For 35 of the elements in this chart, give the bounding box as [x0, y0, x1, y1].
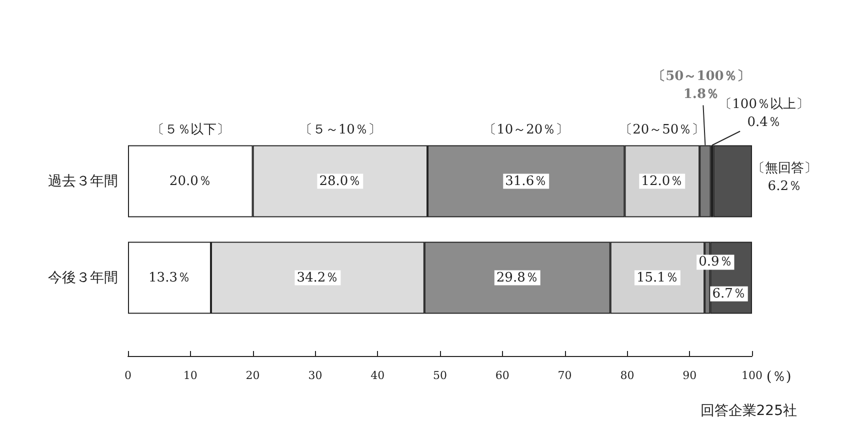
x-tick-label: 100	[742, 369, 762, 382]
data-label: 34.2％	[296, 270, 339, 286]
data-label: 15.1％	[636, 270, 678, 286]
text: 回答企業225社	[700, 403, 798, 419]
x-tick-label: 10	[183, 369, 198, 382]
data-label: 20.0％	[169, 174, 212, 189]
series-label: 〔５～10％〕	[299, 122, 381, 138]
series-label: 〔無回答〕	[752, 160, 818, 176]
series-label: 〔20～50％〕	[620, 122, 705, 138]
y-tick-label: 過去３年間	[48, 173, 118, 190]
data-label: 0.9％	[698, 254, 732, 270]
x-tick-label: 40	[370, 369, 385, 382]
x-tick-label: 90	[682, 369, 697, 382]
data-label: 28.0％	[319, 174, 362, 189]
data-label: 13.3％	[148, 270, 190, 286]
series-label: 〔５％以下〕	[151, 122, 230, 138]
x-tick-label: 30	[308, 369, 322, 382]
data-label: 1.8％	[683, 86, 720, 102]
data-label: 29.8％	[496, 270, 538, 286]
x-axis-title: (％)	[766, 369, 792, 385]
data-label: 12.0％	[641, 174, 684, 189]
x-tick-label: 0	[124, 369, 132, 382]
text: 〔100％以上〕	[719, 96, 809, 112]
data-label: 6.2％	[768, 178, 802, 194]
x-tick-label: 50	[433, 369, 447, 382]
data-label: 31.6％	[505, 174, 548, 189]
text: 〔50～100％〕	[652, 68, 750, 84]
x-tick-label: 20	[246, 369, 260, 382]
series-label: 〔10～20％〕	[484, 122, 569, 138]
x-tick-label: 80	[620, 369, 634, 382]
data-label: 6.7％	[712, 286, 746, 302]
x-tick-label: 70	[558, 369, 572, 382]
data-label: 0.4％	[747, 114, 781, 130]
x-tick-label: 60	[495, 369, 510, 382]
y-tick-label: 今後３年間	[48, 270, 118, 286]
